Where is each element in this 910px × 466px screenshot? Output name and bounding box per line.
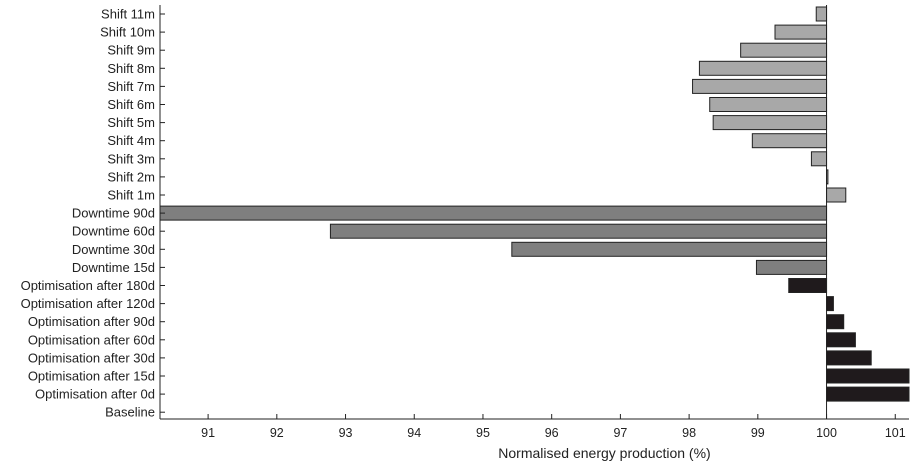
category-label-shift-11m: Shift 11m [101,7,155,22]
category-label-shift-10m: Shift 10m [100,25,155,40]
bar-optimisation-after-15d [826,368,910,384]
x-tick-label-100: 100 [816,426,837,440]
category-label-shift-3m: Shift 3m [107,151,155,166]
x-tick-label-99: 99 [751,426,765,440]
x-axis-ticks: 91 92 93 94 95 96 97 98 99 100 101 [201,414,906,440]
category-label-downtime-30d: Downtime 30d [72,242,155,257]
category-label-downtime-90d: Downtime 90d [72,206,155,221]
bars-group [159,6,910,402]
bar-downtime-90d [159,205,828,221]
category-label-optimisation-after-60d: Optimisation after 60d [28,332,155,347]
category-label-optimisation-after-180d: Optimisation after 180d [21,278,155,293]
bar-shift-9m [740,42,828,58]
bar-shift-5m [712,115,828,131]
category-label-downtime-15d: Downtime 15d [72,260,155,275]
category-label-shift-5m: Shift 5m [107,115,155,130]
bar-shift-1m [826,187,847,203]
category-label-downtime-60d: Downtime 60d [72,224,155,239]
x-tick-label-95: 95 [476,426,490,440]
x-tick-label-94: 94 [407,426,421,440]
x-tick-label-98: 98 [682,426,696,440]
x-tick-label-91: 91 [201,426,215,440]
category-label-shift-1m: Shift 1m [107,188,155,203]
bar-optimisation-after-90d [826,314,845,330]
bar-shift-6m [709,97,828,112]
bar-shift-8m [698,60,828,76]
bar-shift-10m [774,24,828,40]
x-tick-label-97: 97 [613,426,627,440]
x-tick-label-96: 96 [545,426,559,440]
category-label-shift-4m: Shift 4m [107,133,155,148]
bar-shift-11m [815,6,828,22]
bar-downtime-15d [755,259,828,275]
bar-optimisation-after-30d [826,350,872,366]
x-tick-label-92: 92 [270,426,284,440]
bar-optimisation-after-120d [826,296,834,312]
category-label-baseline: Baseline [105,405,155,420]
category-label-shift-8m: Shift 8m [107,61,155,76]
y-axis-ticks: Shift 11m Shift 10m Shift 9m Shift 8m Shift … [21,7,165,420]
bar-optimisation-after-180d [788,278,828,293]
category-label-optimisation-after-30d: Optimisation after 30d [28,350,155,365]
x-tick-label-93: 93 [339,426,353,440]
bar-optimisation-after-60d [826,332,856,348]
bar-downtime-30d [511,241,828,257]
x-axis-title: Normalised energy production (%) [498,445,710,461]
bar-shift-3m [810,151,828,167]
category-label-optimisation-after-0d: Optimisation after 0d [35,387,155,402]
category-label-shift-2m: Shift 2m [107,169,155,184]
category-label-optimisation-after-90d: Optimisation after 90d [28,314,155,329]
category-label-shift-9m: Shift 9m [107,43,155,58]
category-label-shift-6m: Shift 6m [107,97,155,112]
bar-optimisation-after-0d [826,386,910,402]
bar-shift-7m [692,78,828,94]
bar-downtime-60d [329,223,828,239]
category-label-optimisation-after-15d: Optimisation after 15d [28,369,155,384]
category-label-shift-7m: Shift 7m [107,79,155,94]
category-label-optimisation-after-120d: Optimisation after 120d [21,296,155,311]
bar-shift-4m [751,133,828,149]
x-tick-label-101: 101 [885,426,906,440]
